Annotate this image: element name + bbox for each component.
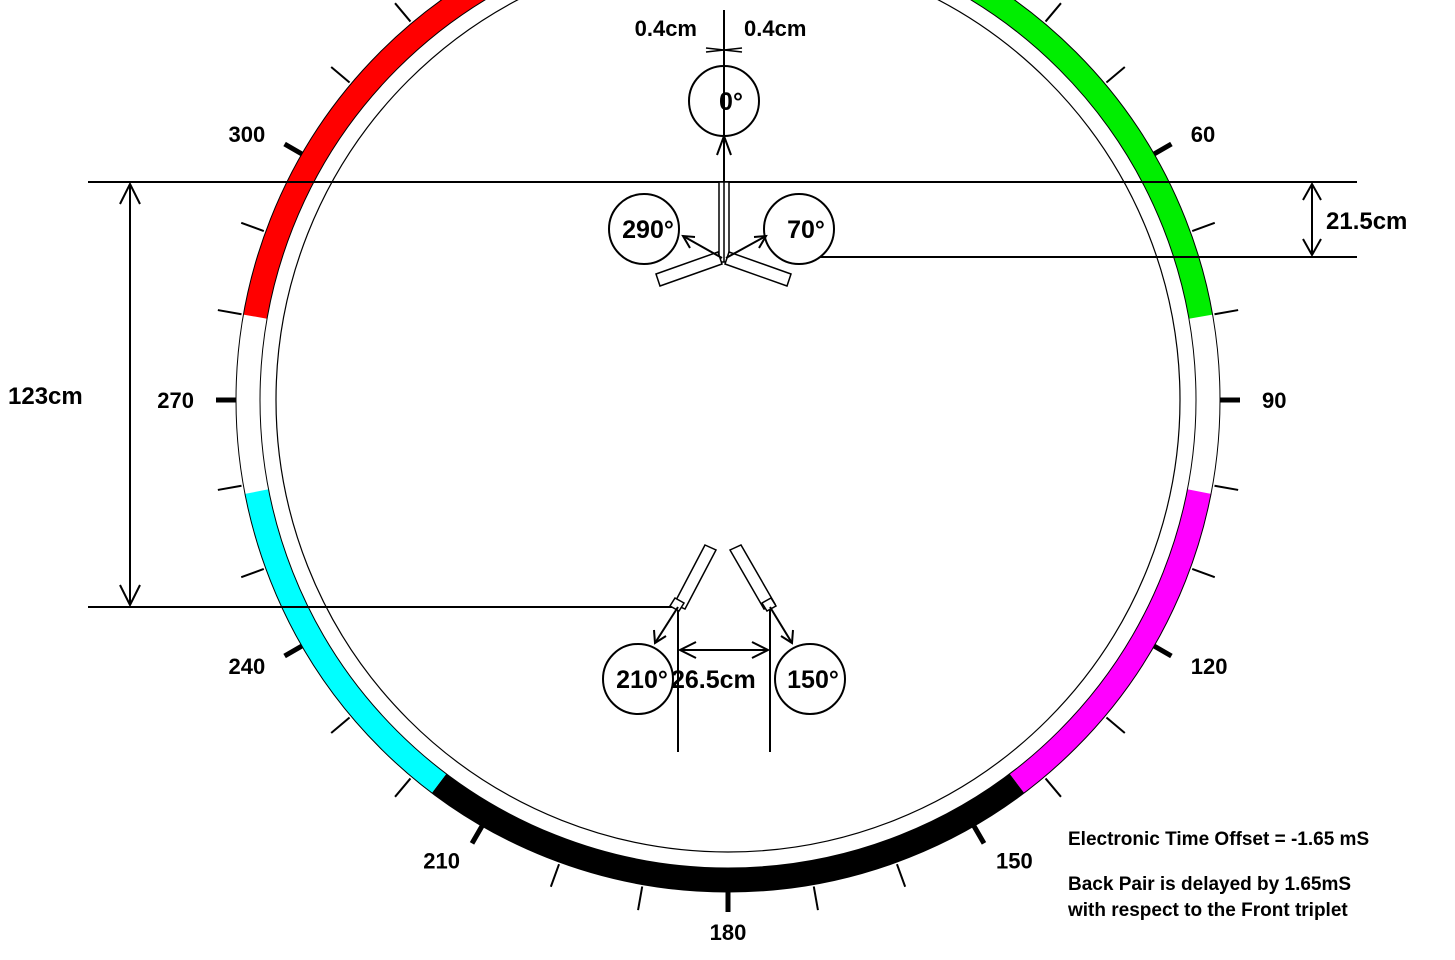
inner-reference-circle [275, 0, 1181, 853]
back-right-label-circle [774, 643, 846, 715]
arc-outline-0 [259, 0, 1197, 869]
back-pair-microphones [653, 544, 794, 752]
angle-label-90: 90 [1262, 388, 1286, 413]
tick-80 [1214, 309, 1239, 316]
front-depth-label: 21.5cm [1326, 208, 1407, 235]
front-center-mic-label: 0° [719, 88, 743, 116]
tick-70 [1191, 221, 1216, 232]
front-left-mic-label: 290° [622, 216, 674, 244]
tick-150 [971, 824, 987, 845]
arc-segment-3 [431, 773, 1025, 892]
tick-marks [216, 2, 1240, 912]
tick-160 [896, 863, 907, 888]
tick-140 [1044, 777, 1062, 798]
right-offset-label: 0.4cm [744, 16, 806, 41]
front-right-label-circle [763, 193, 835, 265]
front-side-microphones [655, 234, 792, 287]
total-depth-label: 123cm [8, 383, 83, 410]
arc-outline-1 [235, 0, 1221, 893]
angle-label-300: 300 [229, 122, 266, 147]
arc-segment-0 [243, 0, 486, 319]
tick-220 [394, 777, 412, 798]
angle-label-240: 240 [229, 654, 266, 679]
angle-label-150: 150 [996, 849, 1033, 874]
angle-label-60: 60 [1191, 122, 1215, 147]
tick-260 [217, 484, 242, 491]
angle-label-180: 180 [710, 920, 747, 945]
delay-note-line2: with respect to the Front triplet [1067, 900, 1348, 921]
angle-label-210: 210 [423, 849, 460, 874]
tick-170 [812, 886, 819, 911]
time-offset-note: Electronic Time Offset = -1.65 mS [1068, 829, 1369, 850]
front-center-label-circle [688, 65, 760, 137]
tick-200 [549, 863, 560, 888]
tick-310 [330, 66, 351, 84]
back-right-mic-label: 150° [787, 666, 839, 694]
tick-230 [330, 716, 351, 734]
tick-110 [1191, 568, 1216, 579]
front-right-mic-label: 70° [787, 216, 825, 244]
tick-300 [283, 141, 304, 157]
tick-320 [394, 2, 412, 23]
tick-120 [1152, 643, 1173, 659]
arc-segment-1 [970, 0, 1213, 319]
coverage-arcs [235, 0, 1221, 893]
back-left-mic-label: 210° [616, 666, 668, 694]
tick-40 [1044, 2, 1062, 23]
back-spacing-label: 26.5cm [671, 666, 756, 694]
tick-290 [240, 221, 265, 232]
delay-note-line1: Back Pair is delayed by 1.65mS [1068, 874, 1351, 895]
tick-100 [1214, 484, 1239, 491]
tick-240 [283, 643, 304, 659]
tick-190 [637, 886, 644, 911]
tick-250 [240, 568, 265, 579]
arc-segment-4 [245, 489, 447, 793]
tick-280 [217, 309, 242, 316]
total-depth-dimension [119, 181, 141, 608]
left-offset-label: 0.4cm [635, 16, 697, 41]
back-left-label-circle [602, 643, 674, 715]
front-depth-dimension [1302, 181, 1322, 258]
angle-label-270: 270 [157, 388, 194, 413]
tick-50 [1105, 66, 1126, 84]
tick-130 [1105, 716, 1126, 734]
arc-segment-2 [1009, 489, 1211, 793]
front-left-label-circle [608, 193, 680, 265]
angle-labels: 60 90 120 150 180 210 240 270 300 [157, 122, 1286, 945]
angle-label-120: 120 [1191, 654, 1228, 679]
tick-210 [469, 824, 485, 845]
tick-60 [1152, 141, 1173, 157]
